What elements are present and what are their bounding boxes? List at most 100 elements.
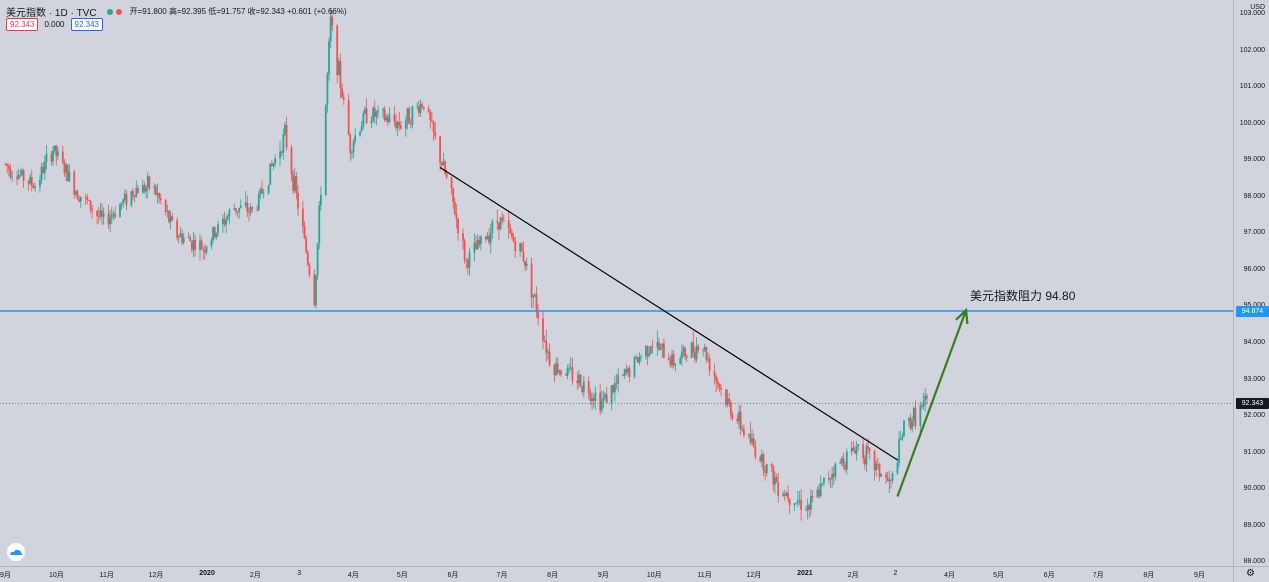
tradingview-logo-icon[interactable] <box>7 543 25 561</box>
candle-body <box>484 236 487 240</box>
candle-body <box>280 151 283 153</box>
candle-body <box>122 199 125 203</box>
bid-badge[interactable]: 92.343 <box>6 18 39 31</box>
time-scale[interactable]: 9月 10月 11月 12月 2020 2月 3 4月 5月 6月 7月 8月 9月 10月 11月 12月 2… <box>0 566 1233 582</box>
time-tick-label: 2 <box>893 570 898 577</box>
chart-pane[interactable]: 美元指数 · 1D · TVC 开=91.800 高=92.395 低=91.7… <box>0 0 1233 566</box>
market-status-icon[interactable] <box>106 8 113 15</box>
candle-body <box>109 217 112 225</box>
candle-body <box>452 188 455 202</box>
candle-body <box>682 347 685 352</box>
candle-body <box>292 173 295 191</box>
data-status-icon[interactable] <box>115 8 122 15</box>
candle-body <box>924 395 927 401</box>
time-tick-label: 3 <box>297 570 302 577</box>
time-tick-label: 11月 <box>99 572 114 579</box>
candle-body <box>638 356 641 363</box>
candle-body <box>249 206 252 213</box>
candle-body <box>627 368 629 373</box>
candle-body <box>239 205 242 208</box>
candle-body <box>694 352 696 360</box>
candle-body <box>235 208 237 212</box>
candle-body <box>821 482 824 484</box>
candle-body <box>370 120 373 124</box>
candle-body <box>359 131 361 136</box>
settings-gear-icon[interactable]: ⚙ <box>1246 568 1255 579</box>
candle-body <box>55 145 58 157</box>
candle-body <box>102 213 105 217</box>
candle-body <box>445 173 448 178</box>
time-tick-label: 2月 <box>249 572 261 579</box>
candle-body <box>628 368 631 377</box>
time-tick-label: 10月 <box>646 572 662 579</box>
candle-body <box>816 489 819 498</box>
candle-body <box>145 187 148 192</box>
resistance-price-tag[interactable]: 94.874 <box>1236 305 1269 317</box>
price-tick-label: 102.000 <box>1239 46 1265 54</box>
candle-body <box>612 385 615 393</box>
candle-body <box>383 109 386 121</box>
candle-body <box>434 131 437 137</box>
ask-badge[interactable]: 92.343 <box>70 18 103 31</box>
forecast-arrow-head <box>955 307 969 325</box>
candle-body <box>888 479 891 482</box>
last-price-tag[interactable]: 92.343 <box>1236 398 1269 410</box>
candle-body <box>373 107 376 117</box>
candle-body <box>393 114 396 122</box>
candle-body <box>602 397 605 401</box>
candle-body <box>137 188 139 194</box>
candle-body <box>795 503 798 504</box>
candle-body <box>78 199 81 202</box>
candle-body <box>377 110 379 112</box>
candle-body <box>45 153 48 163</box>
candlestick-chart[interactable] <box>0 0 1233 566</box>
candle-body <box>873 450 876 471</box>
candle-body <box>110 214 113 218</box>
candle-body <box>315 275 317 306</box>
candle-body <box>404 120 407 129</box>
candle-body <box>548 351 551 366</box>
resistance-annotation[interactable]: 美元指数阻力 94.80 <box>970 289 1076 303</box>
price-tick-label: 99.000 <box>1243 156 1265 164</box>
candle-body <box>553 365 556 376</box>
candle-body <box>478 239 481 245</box>
candle-body <box>564 374 567 376</box>
candle-body <box>40 166 43 181</box>
candle-body <box>302 208 304 227</box>
candle-body <box>865 446 868 465</box>
candle-body <box>702 350 704 352</box>
candle-body <box>396 121 399 129</box>
candle-body <box>569 367 572 369</box>
candle-body <box>450 177 453 189</box>
candle-body <box>29 176 32 184</box>
candle-body <box>272 163 275 167</box>
candle-body <box>829 478 832 480</box>
candle-body <box>680 351 683 359</box>
candle-body <box>107 213 110 225</box>
candle-body <box>215 233 218 238</box>
price-tick-label: 98.000 <box>1243 192 1265 200</box>
candle-body <box>303 226 306 239</box>
candle-body <box>576 380 579 384</box>
candle-body <box>499 217 502 230</box>
price-tick-label: 94.000 <box>1243 339 1265 346</box>
candle-body <box>6 163 9 167</box>
candle-body <box>192 239 195 250</box>
candle-body <box>705 347 708 360</box>
candle-body <box>783 493 786 496</box>
candle-body <box>777 482 780 496</box>
time-tick-label: 5月 <box>993 572 1004 579</box>
candle-body <box>318 205 321 244</box>
candle-body <box>489 232 492 243</box>
candle-body <box>651 346 654 348</box>
time-tick-label: 2021 <box>797 570 813 577</box>
candle-body <box>896 463 899 474</box>
price-scale[interactable]: USD 88.000 89.000 90.000 91.000 92.000 93.000… <box>1233 0 1269 566</box>
candle-body <box>555 363 557 376</box>
candle-body <box>97 216 100 217</box>
candle-body <box>530 263 533 298</box>
candle-body <box>176 220 179 238</box>
candle-body <box>891 473 894 481</box>
candle-body <box>395 121 397 129</box>
symbol-title[interactable]: 美元指数 · 1D · TVC <box>6 8 97 19</box>
